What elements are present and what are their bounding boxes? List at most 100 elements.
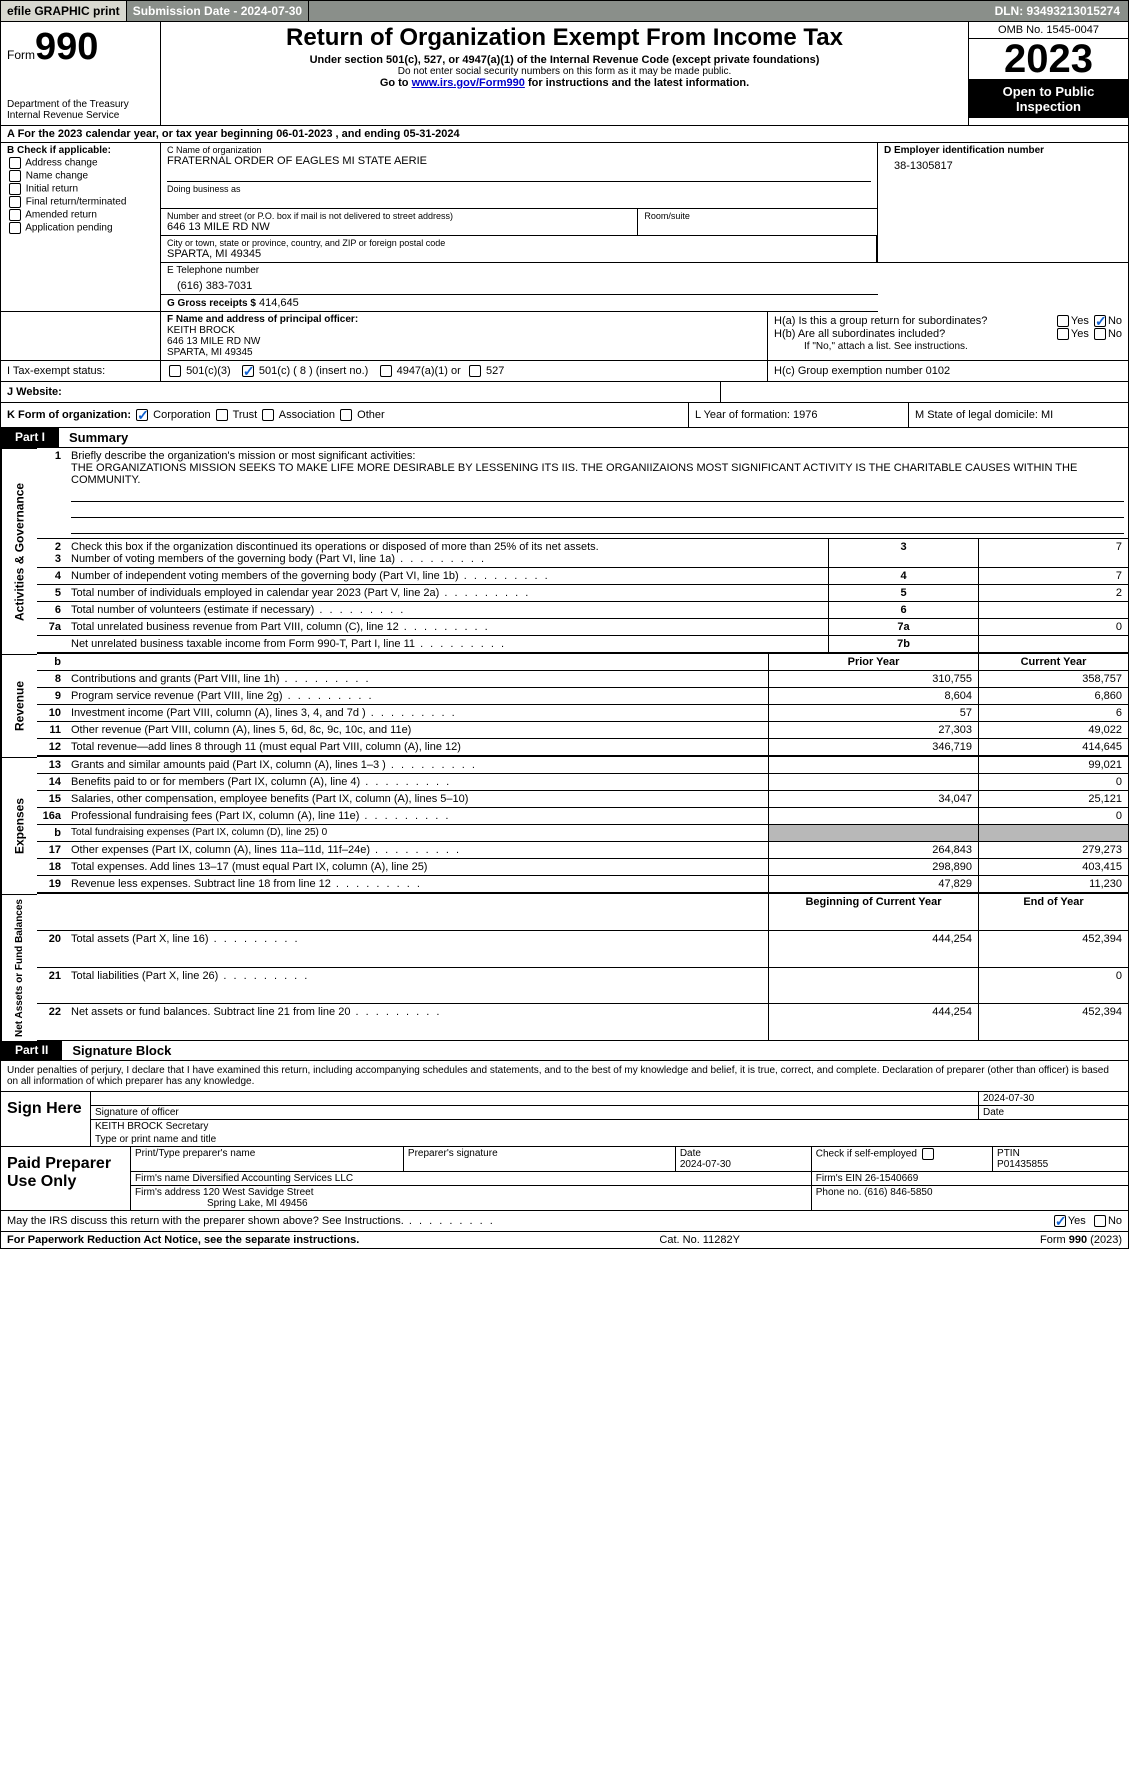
- sig-officer-label: Signature of officer: [91, 1106, 978, 1119]
- tax-period: A For the 2023 calendar year, or tax yea…: [0, 126, 1129, 143]
- ck-self-employed[interactable]: [922, 1148, 934, 1160]
- officer-addr2: SPARTA, MI 49345: [167, 347, 761, 358]
- l18-prior: 298,890: [768, 859, 978, 876]
- ein-value: 38-1305817: [894, 160, 1122, 172]
- val-7b: [978, 636, 1128, 654]
- subtitle-1: Under section 501(c), 527, or 4947(a)(1)…: [167, 54, 962, 66]
- irs-link[interactable]: www.irs.gov/Form990: [412, 77, 525, 89]
- street-value: 646 13 MILE RD NW: [167, 221, 631, 233]
- ck-initial-return[interactable]: Initial return: [7, 183, 154, 195]
- firm-addr2: Spring Lake, MI 49456: [135, 1198, 308, 1209]
- may-no[interactable]: [1094, 1215, 1106, 1227]
- l19-current: 11,230: [978, 876, 1128, 894]
- type-name-label: Type or print name and title: [91, 1133, 1128, 1146]
- prep-date: 2024-07-30: [680, 1159, 731, 1170]
- state-domicile: M State of legal domicile: MI: [908, 403, 1128, 427]
- l8-prior: 310,755: [768, 671, 978, 688]
- efile-print-button[interactable]: efile GRAPHIC print: [1, 1, 127, 21]
- val-4: 7: [978, 568, 1128, 585]
- current-year-header: Current Year: [978, 654, 1128, 671]
- ck-4947[interactable]: [380, 365, 392, 377]
- l15-current: 25,121: [978, 791, 1128, 808]
- l10-prior: 57: [768, 705, 978, 722]
- val-7a: 0: [978, 619, 1128, 636]
- l16a-current: 0: [978, 808, 1128, 825]
- officer-name: KEITH BROCK: [167, 325, 761, 336]
- tax-status-row: I Tax-exempt status: 501(c)(3) 501(c) ( …: [0, 361, 1129, 382]
- l16a-prior: [768, 808, 978, 825]
- ck-corp[interactable]: [136, 409, 148, 421]
- ck-trust[interactable]: [216, 409, 228, 421]
- street-label: Number and street (or P.O. box if mail i…: [167, 211, 631, 221]
- sign-date: 2024-07-30: [978, 1092, 1128, 1105]
- l14-current: 0: [978, 774, 1128, 791]
- form-title: Return of Organization Exempt From Incom…: [167, 24, 962, 52]
- firm-name: Diversified Accounting Services LLC: [192, 1173, 353, 1184]
- l16b-current: [978, 825, 1128, 842]
- ck-name-change[interactable]: Name change: [7, 170, 154, 182]
- l13-prior: [768, 757, 978, 774]
- section-expenses: Expenses: [1, 757, 37, 894]
- ck-501c3[interactable]: [169, 365, 181, 377]
- l10-current: 6: [978, 705, 1128, 722]
- org-name-label: C Name of organization: [167, 145, 871, 155]
- ein-label: D Employer identification number: [884, 145, 1122, 156]
- l16b-prior: [768, 825, 978, 842]
- form-header: Form990 Department of the Treasury Inter…: [0, 22, 1129, 126]
- officer-addr1: 646 13 MILE RD NW: [167, 336, 761, 347]
- begin-year-header: Beginning of Current Year: [768, 894, 978, 931]
- officer-label: F Name and address of principal officer:: [167, 314, 761, 325]
- tax-year: 2023: [969, 39, 1128, 80]
- firm-ein: 26-1540669: [865, 1173, 918, 1184]
- l8-current: 358,757: [978, 671, 1128, 688]
- may-discuss-text: May the IRS discuss this return with the…: [7, 1215, 495, 1227]
- ck-app-pending[interactable]: Application pending: [7, 222, 154, 234]
- paperwork-notice: For Paperwork Reduction Act Notice, see …: [7, 1234, 359, 1246]
- hb-yes[interactable]: [1057, 328, 1069, 340]
- city-value: SPARTA, MI 49345: [167, 248, 870, 260]
- top-bar: efile GRAPHIC print Submission Date - 20…: [0, 0, 1129, 22]
- dba-label: Doing business as: [167, 181, 871, 194]
- l21-begin: [768, 968, 978, 1005]
- submission-date: Submission Date - 2024-07-30: [127, 1, 309, 21]
- dln-label: DLN: 93493213015274: [987, 2, 1128, 20]
- form-footer: Form 990 (2023): [1040, 1234, 1122, 1246]
- ck-assoc[interactable]: [262, 409, 274, 421]
- preparer-block: Paid Preparer Use Only Print/Type prepar…: [0, 1147, 1129, 1211]
- section-b-header: B Check if applicable:: [7, 145, 111, 156]
- paid-preparer-label: Paid Preparer Use Only: [1, 1147, 131, 1210]
- part1-header: Part I Summary: [0, 428, 1129, 448]
- l9-current: 6,860: [978, 688, 1128, 705]
- ck-501c[interactable]: [242, 365, 254, 377]
- section-netassets: Net Assets or Fund Balances: [1, 894, 37, 1041]
- hb-label: H(b) Are all subordinates included?: [774, 328, 945, 340]
- ha-no[interactable]: [1094, 315, 1106, 327]
- subtitle-2: Do not enter social security numbers on …: [167, 66, 962, 77]
- ck-address-change[interactable]: Address change: [7, 157, 154, 169]
- l22-end: 452,394: [978, 1004, 1128, 1041]
- l12-current: 414,645: [978, 739, 1128, 757]
- ck-other[interactable]: [340, 409, 352, 421]
- org-name: FRATERNAL ORDER OF EAGLES MI STATE AERIE: [167, 155, 871, 167]
- hc-value: 0102: [926, 365, 950, 377]
- ck-amended[interactable]: Amended return: [7, 209, 154, 221]
- l11-current: 49,022: [978, 722, 1128, 739]
- ha-yes[interactable]: [1057, 315, 1069, 327]
- val-3: 7: [978, 539, 1128, 568]
- room-label: Room/suite: [644, 211, 871, 221]
- entity-info: B Check if applicable: Address change Na…: [0, 143, 1129, 312]
- sign-block: Sign Here 2024-07-30 Signature of office…: [0, 1092, 1129, 1147]
- end-year-header: End of Year: [978, 894, 1128, 931]
- ck-527[interactable]: [469, 365, 481, 377]
- l11-prior: 27,303: [768, 722, 978, 739]
- phone-value: (616) 383-7031: [177, 280, 872, 292]
- footer: For Paperwork Reduction Act Notice, see …: [0, 1232, 1129, 1249]
- may-yes[interactable]: [1054, 1215, 1066, 1227]
- ck-final-return[interactable]: Final return/terminated: [7, 196, 154, 208]
- phone-label: E Telephone number: [167, 265, 872, 276]
- year-formation: L Year of formation: 1976: [688, 403, 908, 427]
- prep-sig-label: Preparer's signature: [403, 1147, 675, 1171]
- mission-prompt: Briefly describe the organization's miss…: [71, 450, 415, 462]
- klm-row: K Form of organization: Corporation Trus…: [0, 403, 1129, 428]
- hb-no[interactable]: [1094, 328, 1106, 340]
